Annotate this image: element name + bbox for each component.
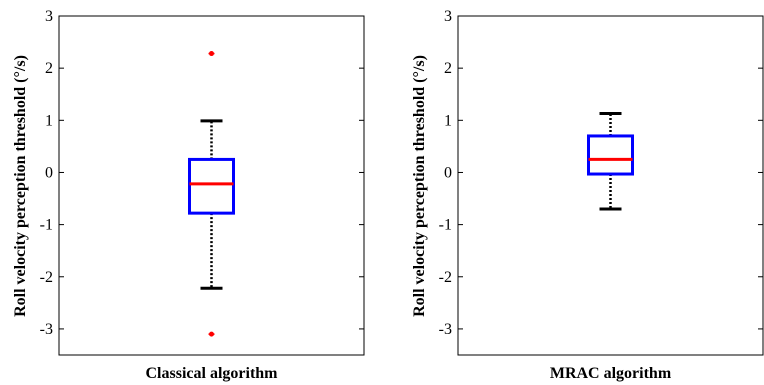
y-tick-label: -2 xyxy=(40,269,53,286)
y-ticks xyxy=(59,15,364,330)
y-axis-label: Roll velocity perception threshold (°/s) xyxy=(411,55,428,317)
y-tick-label: 0 xyxy=(45,164,53,181)
boxplot-classical xyxy=(188,51,235,337)
y-ticks xyxy=(458,15,763,330)
y-tick-label: 3 xyxy=(444,8,452,25)
iqr-box xyxy=(587,134,634,176)
y-tick-label: -2 xyxy=(439,269,452,286)
y-tick-label: -1 xyxy=(40,217,53,234)
plot-area-frame xyxy=(457,15,764,356)
y-tick-label: 2 xyxy=(444,60,452,77)
y-tick-label: -1 xyxy=(439,217,452,234)
y-tick-label: 3 xyxy=(45,8,53,25)
boxplot-mrac xyxy=(587,112,634,211)
y-tick-label: 0 xyxy=(444,164,452,181)
y-tick-label: -3 xyxy=(40,321,53,338)
y-tick-label: 1 xyxy=(444,112,452,129)
y-tick-labels: -3 -2 -1 0 1 2 3 xyxy=(40,8,53,338)
iqr-box xyxy=(188,157,235,215)
plot-area-frame xyxy=(58,15,365,356)
y-tick-label: -3 xyxy=(439,321,452,338)
y-tick-label: 1 xyxy=(45,112,53,129)
y-tick-label: 2 xyxy=(45,60,53,77)
x-axis-label: Classical algorithm xyxy=(146,365,279,382)
chart-panel-mrac: -3 -2 -1 0 1 2 3 MRAC algorithm Roll velocity … xyxy=(411,8,764,382)
y-tick-labels: -3 -2 -1 0 1 2 3 xyxy=(439,8,452,338)
chart-panel-classical: -3 -2 -1 0 1 2 3 Classical algorithm Roll velo… xyxy=(12,8,365,382)
y-axis-label: Roll velocity perception threshold (°/s) xyxy=(12,55,29,317)
x-axis-label: MRAC algorithm xyxy=(550,365,672,382)
